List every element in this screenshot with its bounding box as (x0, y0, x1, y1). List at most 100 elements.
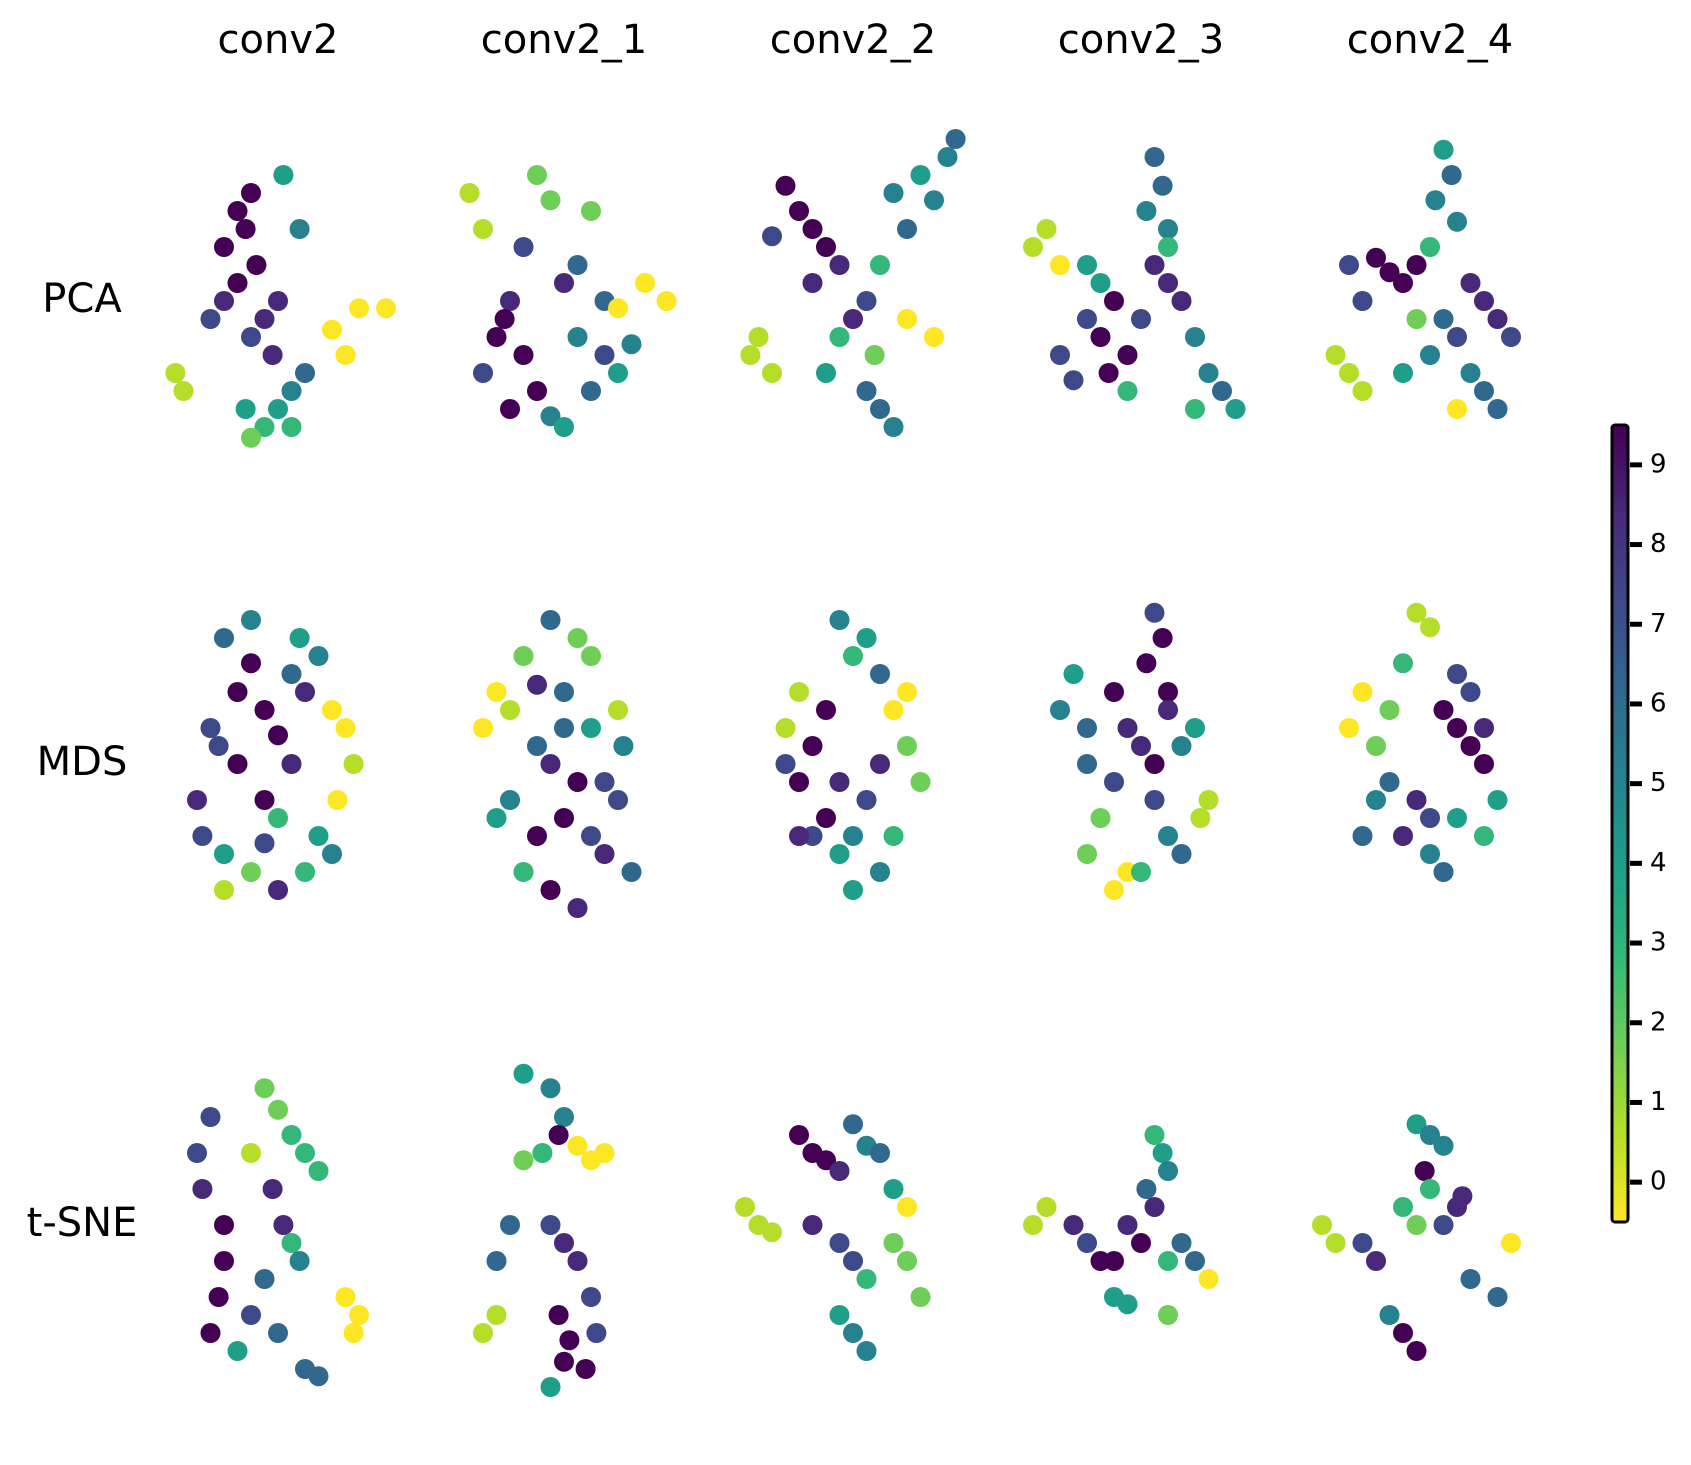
point (1158, 682, 1178, 702)
point (254, 309, 275, 329)
point (322, 319, 342, 340)
point (1158, 1251, 1178, 1271)
point (227, 754, 248, 774)
point (527, 381, 547, 401)
point (1406, 1114, 1427, 1135)
point (567, 772, 588, 792)
point (897, 736, 917, 756)
point (486, 327, 507, 347)
column-title: conv2_2 (770, 17, 936, 63)
point (1050, 700, 1070, 720)
point (829, 844, 850, 864)
point (581, 646, 601, 666)
point (1433, 700, 1454, 720)
point (656, 291, 677, 311)
point (295, 862, 315, 882)
point (295, 682, 315, 702)
point (1104, 772, 1124, 792)
scatter-panel (1023, 147, 1246, 419)
point (1158, 1305, 1178, 1325)
point (843, 309, 863, 329)
point (594, 772, 615, 792)
point (214, 1251, 234, 1271)
point (1433, 139, 1454, 160)
point (775, 754, 796, 774)
point (1131, 736, 1151, 756)
point (1090, 327, 1111, 347)
point (540, 1215, 561, 1235)
point (1393, 1197, 1413, 1217)
point (1104, 682, 1124, 702)
point (1366, 1251, 1386, 1271)
point (295, 1143, 315, 1163)
point (802, 219, 823, 239)
point (1406, 1341, 1427, 1361)
point (289, 219, 310, 239)
point (1131, 309, 1151, 329)
point (883, 417, 904, 437)
point (870, 862, 890, 882)
point (1036, 1197, 1057, 1217)
point (829, 1305, 850, 1325)
point (540, 880, 561, 900)
point (554, 808, 574, 828)
point (789, 1125, 809, 1145)
point (594, 844, 615, 864)
point (870, 754, 890, 774)
point (1152, 628, 1173, 648)
point (235, 219, 256, 239)
point (1379, 1305, 1400, 1325)
point (897, 219, 917, 239)
point (1144, 790, 1165, 810)
point (1131, 862, 1151, 882)
point (1393, 653, 1413, 674)
point (1171, 1233, 1192, 1253)
point (273, 1215, 294, 1235)
point (540, 610, 561, 630)
point (608, 700, 628, 720)
point (214, 628, 234, 648)
point (500, 700, 520, 720)
colorbar-tick-label: 7 (1650, 609, 1667, 639)
point (1171, 844, 1192, 864)
point (1487, 790, 1508, 810)
point (268, 291, 288, 311)
point (254, 790, 275, 810)
point (594, 1143, 615, 1163)
point (241, 327, 261, 347)
point (870, 1143, 890, 1163)
point (567, 327, 588, 347)
point (281, 664, 302, 684)
colorbar-tick-label: 2 (1650, 1007, 1667, 1037)
point (1339, 255, 1359, 275)
point (1198, 1269, 1219, 1289)
point (1077, 718, 1097, 738)
point (1036, 219, 1057, 239)
point (289, 628, 310, 648)
point (1131, 1233, 1151, 1253)
point (254, 700, 275, 720)
point (843, 826, 863, 846)
point (897, 1251, 917, 1271)
point (540, 190, 561, 211)
point (883, 700, 904, 720)
point (540, 1078, 561, 1099)
point (235, 399, 256, 419)
point (567, 1135, 588, 1156)
point (775, 175, 796, 196)
point (1063, 1215, 1084, 1235)
point (513, 237, 534, 257)
point (1190, 808, 1211, 828)
point (945, 129, 966, 149)
point (567, 898, 588, 918)
point (883, 1179, 904, 1199)
point (870, 255, 890, 275)
scatter-panel (1325, 139, 1521, 419)
point (349, 298, 369, 319)
point (349, 1305, 369, 1325)
point (308, 826, 329, 846)
point (322, 844, 342, 864)
point (1420, 1125, 1440, 1145)
scatter-panel (1312, 1114, 1521, 1361)
point (816, 363, 836, 383)
